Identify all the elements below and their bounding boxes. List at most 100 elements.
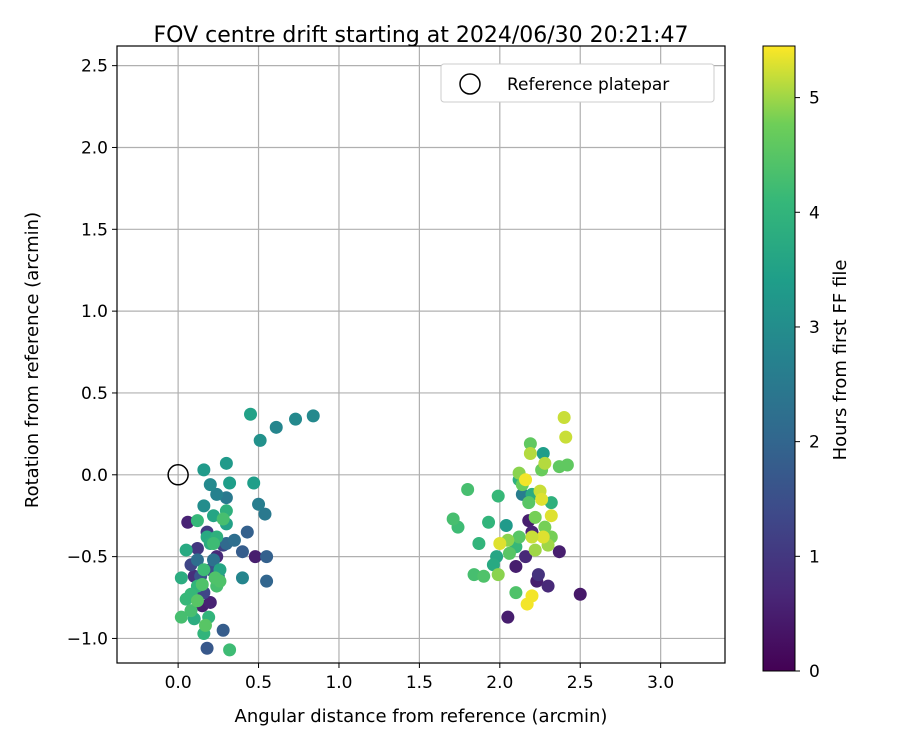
y-tick-label: −1.0 bbox=[67, 629, 108, 649]
data-point bbox=[559, 430, 573, 444]
data-point bbox=[174, 571, 188, 585]
plot-frame bbox=[116, 45, 726, 664]
data-points bbox=[174, 407, 587, 657]
y-axis-ticks: −1.0 −0.5 0.0 0.5 1.0 1.5 2.0 2.5 bbox=[67, 57, 117, 649]
data-point bbox=[219, 456, 233, 470]
data-point bbox=[216, 512, 230, 526]
y-tick-label: 0.5 bbox=[81, 384, 108, 404]
legend: Reference platepar bbox=[440, 63, 715, 103]
data-point bbox=[174, 610, 188, 624]
data-point bbox=[486, 558, 500, 572]
data-point bbox=[467, 568, 481, 582]
x-tick-label: 1.0 bbox=[325, 673, 352, 693]
data-point bbox=[461, 483, 475, 497]
x-tick-label: 0.0 bbox=[165, 673, 192, 693]
data-point bbox=[552, 545, 566, 559]
data-point bbox=[244, 407, 258, 421]
data-point bbox=[509, 559, 523, 573]
data-point bbox=[235, 571, 249, 585]
y-tick-label: 0.0 bbox=[81, 466, 108, 486]
data-point bbox=[190, 514, 204, 528]
x-axis-ticks: 0.0 0.5 1.0 1.5 2.0 2.5 3.0 bbox=[165, 663, 674, 693]
data-point bbox=[190, 553, 204, 567]
data-point bbox=[482, 515, 496, 529]
data-point bbox=[522, 496, 536, 510]
data-point bbox=[260, 574, 274, 588]
data-point bbox=[520, 597, 534, 611]
data-point bbox=[260, 550, 274, 564]
data-point bbox=[512, 530, 526, 544]
data-point bbox=[557, 411, 571, 425]
data-point bbox=[184, 604, 198, 618]
data-point bbox=[198, 618, 212, 632]
y-tick-label: 2.5 bbox=[81, 57, 108, 77]
data-point bbox=[190, 541, 204, 555]
data-point bbox=[536, 447, 550, 461]
data-point bbox=[523, 447, 537, 461]
y-tick-label: −0.5 bbox=[67, 548, 108, 568]
data-point bbox=[491, 568, 505, 582]
data-point bbox=[207, 553, 221, 567]
data-point bbox=[216, 623, 230, 637]
data-point bbox=[240, 525, 254, 539]
data-point bbox=[501, 610, 515, 624]
data-point bbox=[531, 568, 545, 582]
data-point bbox=[197, 563, 211, 577]
data-point bbox=[195, 577, 209, 591]
y-tick-label: 1.5 bbox=[81, 220, 108, 240]
y-axis-label: Rotation from reference (arcmin) bbox=[22, 212, 43, 508]
x-tick-label: 3.0 bbox=[647, 673, 674, 693]
data-point bbox=[523, 437, 537, 451]
x-tick-label: 1.5 bbox=[406, 673, 433, 693]
colorbar-label: Hours from first FF file bbox=[830, 260, 851, 461]
x-tick-label: 2.5 bbox=[567, 673, 594, 693]
x-tick-label: 0.5 bbox=[245, 673, 272, 693]
legend-marker-icon bbox=[459, 73, 481, 95]
data-point bbox=[235, 545, 249, 559]
x-tick-label: 2.0 bbox=[486, 673, 513, 693]
data-point bbox=[253, 433, 267, 447]
grid-lines bbox=[117, 46, 725, 663]
colorbar-tick-label: 3 bbox=[809, 318, 820, 338]
data-point bbox=[502, 546, 516, 560]
data-point bbox=[247, 476, 261, 490]
data-point bbox=[203, 595, 217, 609]
data-point bbox=[573, 587, 587, 601]
data-point bbox=[472, 537, 486, 551]
data-point bbox=[181, 515, 195, 529]
colorbar-tick-label: 5 bbox=[809, 89, 820, 109]
data-point bbox=[525, 530, 539, 544]
data-point bbox=[535, 492, 549, 506]
data-point bbox=[538, 520, 552, 534]
data-point bbox=[509, 586, 523, 600]
data-point bbox=[519, 550, 533, 564]
data-point bbox=[536, 530, 550, 544]
legend-box bbox=[440, 63, 715, 103]
data-point bbox=[208, 571, 222, 585]
data-point bbox=[493, 537, 507, 551]
y-tick-label: 2.0 bbox=[81, 138, 108, 158]
data-point bbox=[269, 420, 283, 434]
data-point bbox=[203, 478, 217, 492]
colorbar-tick-label: 1 bbox=[809, 547, 820, 567]
data-point bbox=[207, 537, 221, 551]
data-point bbox=[491, 489, 505, 503]
data-point bbox=[528, 543, 542, 557]
colorbar-tick-label: 4 bbox=[809, 203, 820, 223]
x-axis-label: Angular distance from reference (arcmin) bbox=[235, 706, 608, 727]
data-point bbox=[477, 569, 491, 583]
data-point bbox=[223, 476, 237, 490]
data-point bbox=[258, 507, 272, 521]
data-point bbox=[210, 487, 224, 501]
colorbar-tick-label: 0 bbox=[809, 662, 820, 682]
data-point bbox=[200, 641, 214, 655]
y-tick-label: 1.0 bbox=[81, 302, 108, 322]
data-point bbox=[499, 519, 513, 533]
data-point bbox=[197, 499, 211, 513]
data-point bbox=[289, 412, 303, 426]
data-point bbox=[190, 594, 204, 608]
data-point bbox=[528, 510, 542, 524]
data-point bbox=[223, 643, 237, 657]
data-point bbox=[538, 456, 552, 470]
